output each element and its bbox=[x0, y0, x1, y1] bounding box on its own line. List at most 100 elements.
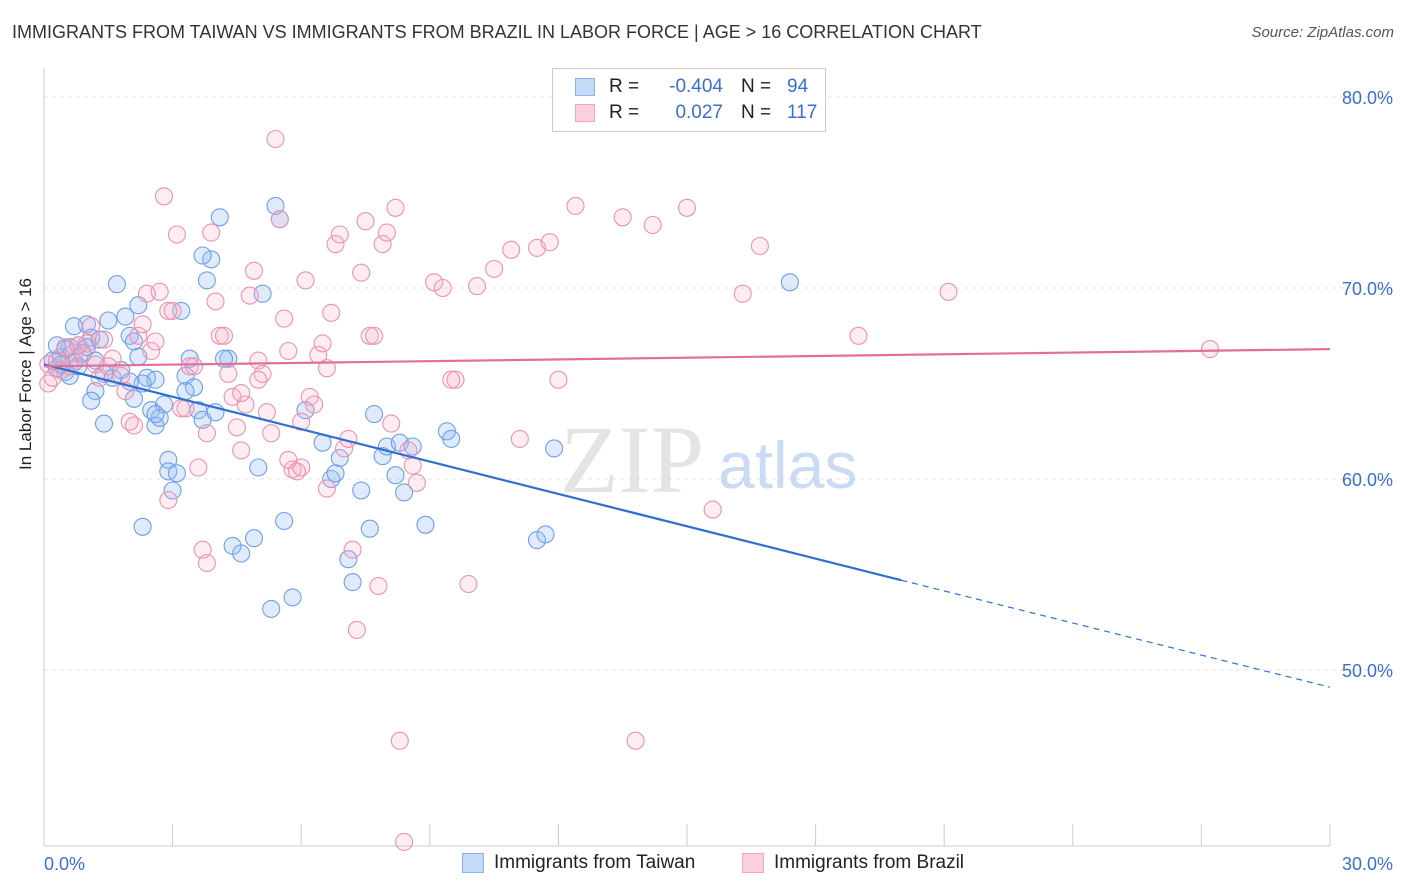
brazil-point bbox=[703, 500, 722, 519]
taiwan-point bbox=[244, 529, 264, 548]
legend-label-taiwan: Immigrants from Taiwan bbox=[494, 852, 696, 873]
chart-title: IMMIGRANTS FROM TAIWAN VS IMMIGRANTS FRO… bbox=[12, 22, 982, 42]
brazil-point bbox=[244, 261, 264, 280]
taiwan-point bbox=[339, 550, 358, 569]
taiwan-point bbox=[64, 317, 84, 336]
brazil-point bbox=[206, 292, 225, 311]
taiwan-point bbox=[536, 525, 555, 544]
taiwan-point bbox=[184, 378, 204, 397]
n-label: N = bbox=[741, 76, 772, 97]
brazil-point bbox=[124, 416, 144, 435]
r-label: R = bbox=[609, 76, 640, 97]
brazil-point bbox=[939, 282, 958, 301]
brazil-point bbox=[159, 490, 178, 510]
brazil-point bbox=[184, 357, 204, 376]
brazil-point bbox=[197, 424, 216, 443]
taiwan-point bbox=[107, 275, 126, 294]
grid-layer bbox=[44, 96, 1392, 671]
brazil-point bbox=[540, 233, 559, 252]
brazil-legend-swatch bbox=[742, 853, 764, 873]
legend-item-brazil[interactable]: Immigrants from Brazil bbox=[742, 852, 964, 874]
taiwan-point bbox=[202, 250, 221, 269]
x-tick-label: 30.0% bbox=[1342, 854, 1393, 874]
brazil-point bbox=[163, 301, 182, 320]
brazil-point bbox=[159, 301, 178, 320]
brazil-point bbox=[407, 473, 426, 492]
brazil-point bbox=[377, 223, 396, 242]
taiwan-point bbox=[545, 439, 564, 458]
brazil-point bbox=[249, 351, 268, 370]
brazil-point bbox=[317, 359, 336, 378]
brazil-point bbox=[43, 368, 62, 387]
taiwan-point bbox=[210, 208, 229, 227]
r-value-brazil: 0.027 bbox=[675, 102, 723, 123]
brazil-point bbox=[197, 553, 216, 573]
stats-row-taiwan: R = -0.404 N = 94 bbox=[575, 74, 808, 100]
brazil-point bbox=[343, 540, 362, 559]
taiwan-point bbox=[373, 447, 392, 466]
brazil-point bbox=[69, 336, 88, 355]
y-tick-label: 50.0% bbox=[1342, 661, 1393, 681]
brazil-point bbox=[386, 198, 405, 217]
brazil-point bbox=[322, 303, 341, 322]
brazil-point bbox=[566, 196, 585, 215]
brazil-swatch bbox=[575, 104, 595, 122]
brazil-point bbox=[305, 395, 324, 414]
brazil-point bbox=[365, 326, 384, 345]
taiwan-point bbox=[386, 466, 405, 485]
taiwan-point bbox=[780, 273, 799, 292]
brazil-point bbox=[279, 450, 298, 469]
brazil-point bbox=[485, 259, 504, 278]
n-value-taiwan: 94 bbox=[787, 76, 809, 97]
brazil-point bbox=[347, 620, 366, 639]
brazil-point bbox=[189, 458, 208, 477]
brazil-point bbox=[643, 215, 662, 235]
brazil-point bbox=[459, 574, 478, 594]
brazil-point bbox=[180, 357, 199, 376]
stats-box: R = -0.404 N = 94 R = 0.027 N = 117 bbox=[552, 68, 826, 132]
tick-labels: 80.0% 70.0% 60.0% 50.0% 0.0% 30.0% bbox=[44, 88, 1393, 874]
brazil-point bbox=[677, 198, 697, 217]
taiwan-point bbox=[360, 519, 379, 538]
brazil-point bbox=[94, 330, 114, 349]
brazil-point bbox=[733, 284, 752, 303]
taiwan-point bbox=[133, 517, 152, 536]
axis-layer bbox=[43, 68, 1331, 847]
brazil-point bbox=[330, 225, 349, 244]
taiwan-point bbox=[395, 483, 414, 502]
watermark-zip: ZIP bbox=[560, 406, 704, 513]
brazil-point bbox=[849, 326, 868, 345]
brazil-point bbox=[249, 370, 268, 389]
brazil-point bbox=[502, 240, 521, 259]
brazil-point bbox=[266, 129, 285, 149]
n-value-brazil: 117 bbox=[787, 102, 818, 123]
brazil-point bbox=[154, 187, 174, 206]
brazil-point bbox=[317, 479, 336, 498]
brazil-point bbox=[236, 395, 255, 414]
taiwan-point bbox=[416, 515, 435, 534]
y-tick-label: 60.0% bbox=[1342, 470, 1393, 490]
taiwan-point bbox=[442, 429, 461, 448]
stats-row-brazil: R = 0.027 N = 117 bbox=[575, 100, 817, 126]
y-tick-label: 70.0% bbox=[1342, 279, 1393, 299]
brazil-trendline bbox=[43, 348, 1331, 368]
brazil-point bbox=[232, 441, 251, 460]
brazil-point bbox=[510, 429, 529, 448]
brazil-point bbox=[146, 332, 165, 351]
taiwan-point bbox=[99, 311, 118, 330]
brazil-point bbox=[356, 212, 375, 231]
taiwan-point bbox=[283, 588, 302, 607]
brazil-point bbox=[279, 341, 298, 361]
brazil-point bbox=[433, 278, 452, 298]
taiwan-point bbox=[176, 382, 195, 401]
taiwan-point bbox=[266, 196, 285, 215]
brazil-point bbox=[326, 235, 345, 254]
y-tick-label: 80.0% bbox=[1342, 88, 1393, 108]
legend-item-taiwan[interactable]: Immigrants from Taiwan bbox=[462, 852, 695, 874]
watermark-atlas: atlas bbox=[718, 428, 857, 502]
points-layer bbox=[39, 129, 1220, 851]
brazil-point bbox=[275, 309, 294, 328]
r-label: R = bbox=[609, 102, 640, 123]
n-label: N = bbox=[741, 102, 772, 123]
